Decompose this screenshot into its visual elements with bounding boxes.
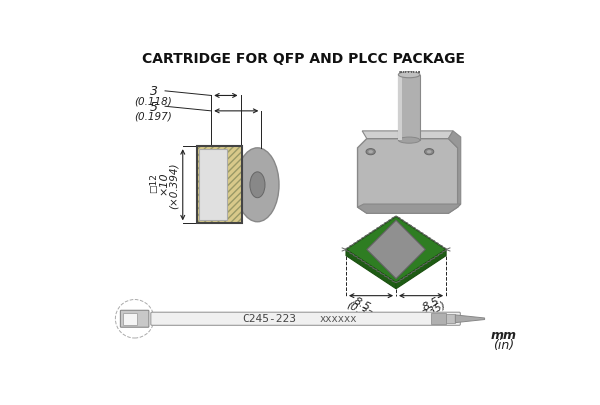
Polygon shape: [396, 250, 446, 289]
Text: CARTRIDGE FOR QFP AND PLCC PACKAGE: CARTRIDGE FOR QFP AND PLCC PACKAGE: [142, 52, 465, 66]
Text: mm: mm: [491, 328, 517, 341]
Text: (0.335): (0.335): [409, 298, 447, 324]
Polygon shape: [346, 217, 446, 283]
Bar: [123, 313, 137, 325]
Text: ×10: ×10: [158, 171, 169, 194]
Text: C245-223: C245-223: [242, 313, 296, 323]
Text: 5: 5: [149, 100, 158, 113]
Ellipse shape: [250, 173, 265, 198]
Text: □12: □12: [149, 173, 158, 192]
Text: (0.197): (0.197): [134, 111, 172, 121]
Ellipse shape: [425, 149, 434, 156]
Bar: [446, 314, 455, 324]
Bar: [199, 150, 227, 221]
Text: 8.5: 8.5: [351, 295, 371, 312]
Polygon shape: [346, 250, 396, 289]
Ellipse shape: [368, 151, 373, 154]
Ellipse shape: [398, 72, 420, 79]
Text: (×0.394): (×0.394): [169, 162, 179, 209]
Polygon shape: [362, 132, 453, 139]
Bar: [431, 313, 446, 324]
Bar: [398, 75, 402, 141]
Polygon shape: [455, 315, 485, 323]
Ellipse shape: [236, 149, 279, 222]
Text: (0.335): (0.335): [346, 298, 383, 324]
Text: xxxxxx: xxxxxx: [320, 313, 357, 323]
Ellipse shape: [366, 149, 375, 156]
Bar: [398, 75, 420, 141]
Ellipse shape: [427, 151, 431, 154]
Bar: [197, 147, 242, 224]
FancyBboxPatch shape: [151, 312, 460, 326]
FancyBboxPatch shape: [121, 311, 149, 327]
Text: 3: 3: [149, 85, 158, 98]
Polygon shape: [358, 205, 461, 214]
Text: (0.118): (0.118): [134, 96, 172, 106]
Bar: [197, 147, 242, 224]
Polygon shape: [358, 139, 458, 214]
Text: 8.5: 8.5: [421, 295, 441, 312]
Polygon shape: [448, 132, 461, 208]
Polygon shape: [367, 221, 425, 279]
Ellipse shape: [398, 138, 420, 144]
Text: (in): (in): [493, 338, 514, 351]
